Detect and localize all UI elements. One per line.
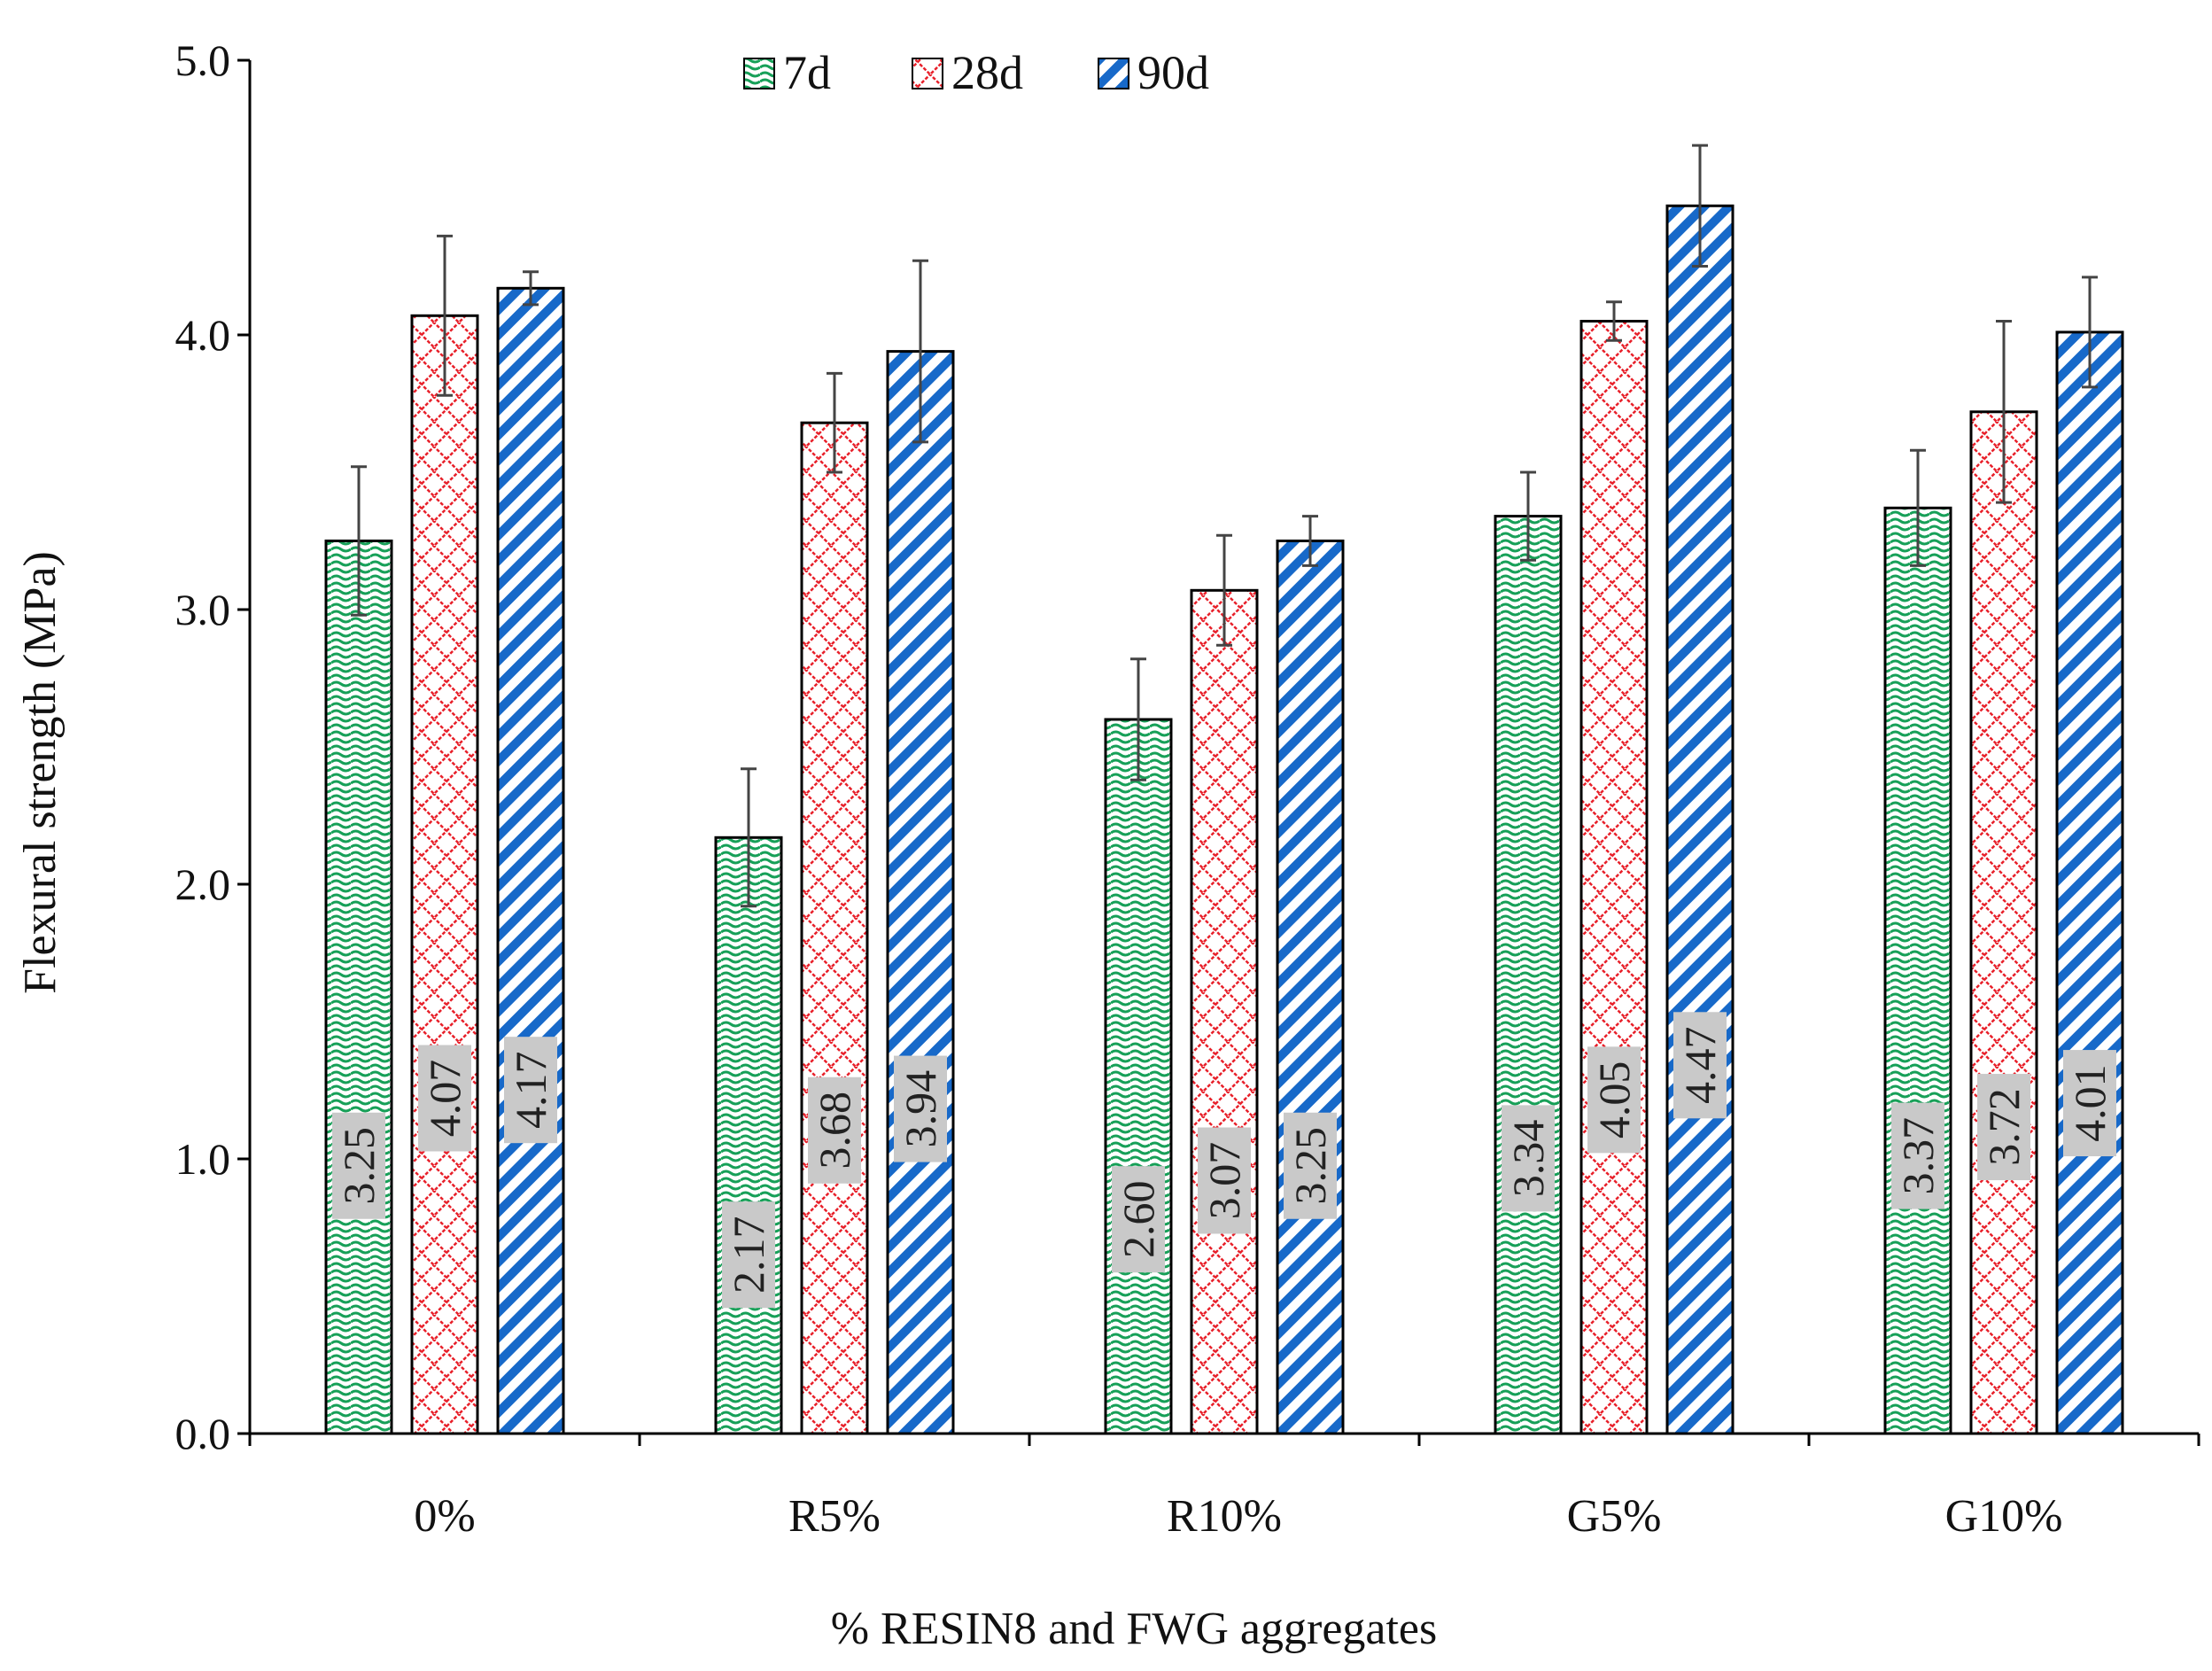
x-category-label: R10% [1167,1491,1282,1542]
data-label-text: 3.25 [334,1127,384,1205]
data-label-text: 2.60 [1114,1180,1163,1258]
y-tick-label: 1.0 [175,1134,231,1184]
bar-90d-R10% [1276,540,1345,1435]
data-label-text: 3.68 [810,1092,859,1170]
data-label-text: 2.17 [724,1216,773,1294]
x-category-label: 0% [414,1491,475,1542]
bar-28d-G10% [1969,410,2038,1435]
data-label-text: 4.07 [420,1060,470,1138]
data-label-bg [1112,1166,1165,1273]
data-label-text: 3.25 [1285,1127,1335,1205]
data-label-text: 4.47 [1675,1027,1725,1105]
data-label: 4.17 [504,1037,557,1144]
legend-label-90d: 90d [1137,46,1209,99]
bar-28d-G5% [1579,320,1649,1435]
legend-swatch-28d [912,58,943,89]
x-category-label: G5% [1567,1491,1662,1542]
data-label-bg [1284,1112,1337,1219]
data-label: 3.07 [1198,1127,1251,1234]
data-label: 3.25 [332,1112,385,1219]
data-label: 2.60 [1112,1166,1165,1273]
data-label-text: 4.01 [2065,1064,2115,1142]
x-category-label: R5% [788,1491,881,1542]
bar-28d-R5% [800,421,869,1435]
data-label: 3.72 [1977,1074,2030,1181]
data-label-text: 3.34 [1503,1120,1553,1198]
y-tick-label: 0.0 [175,1409,231,1458]
data-label-text: 3.07 [1199,1142,1249,1220]
legend-label-7d: 7d [783,46,831,99]
data-label-bg [1198,1127,1251,1234]
y-tick-label: 5.0 [175,35,231,85]
data-label-bg [894,1055,947,1162]
data-label: 3.68 [808,1076,861,1184]
y-axis-title: Flexural strength (MPa) [15,551,66,994]
data-label: 4.07 [418,1045,471,1152]
y-tick-label: 2.0 [175,859,231,909]
legend-swatch-7d [743,58,775,89]
bar-7d-G10% [1883,506,1952,1435]
data-label-text: 3.72 [1979,1088,2029,1166]
data-label: 4.05 [1587,1046,1641,1154]
data-label-bg [1673,1012,1727,1119]
y-tick-label: 3.0 [175,585,231,634]
data-label: 2.17 [722,1201,775,1309]
legend-swatch-90d [1098,58,1129,89]
data-label-text: 3.94 [896,1070,945,1148]
data-label-bg [332,1112,385,1219]
data-label: 3.94 [894,1055,947,1162]
y-tick-label: 4.0 [175,310,231,360]
data-label: 3.37 [1891,1102,1944,1209]
data-label: 4.01 [2063,1050,2116,1157]
bar-7d-0% [324,540,393,1435]
data-label-bg [504,1037,557,1144]
data-label-text: 4.05 [1589,1061,1639,1139]
data-label: 3.25 [1284,1112,1337,1219]
data-label-bg [808,1076,861,1184]
data-label-bg [418,1045,471,1152]
bar-90d-G10% [2055,330,2124,1435]
legend-label-28d: 28d [951,46,1023,99]
data-label-bg [1502,1105,1555,1212]
data-label-bg [722,1201,775,1309]
x-category-label: G10% [1945,1491,2063,1542]
data-label-bg [1977,1074,2030,1181]
data-label: 4.47 [1673,1012,1727,1119]
bar-90d-0% [496,286,565,1435]
data-label-text: 4.17 [506,1051,555,1129]
data-label: 3.34 [1502,1105,1555,1212]
bar-7d-G5% [1494,515,1563,1435]
bar-90d-G5% [1665,204,1735,1435]
data-label-bg [1587,1046,1641,1154]
x-axis-title: % RESIN8 and FWG aggregates [831,1604,1438,1654]
legend: 7d 28d 90d [743,46,1209,99]
bar-7d-R5% [714,836,783,1435]
data-label-bg [2063,1050,2116,1157]
bar-28d-R10% [1190,588,1259,1435]
bar-7d-R10% [1104,718,1173,1435]
data-label-text: 3.37 [1893,1117,1943,1195]
data-label-bg [1891,1102,1944,1209]
bar-28d-0% [410,314,479,1435]
bar-90d-R5% [886,350,955,1435]
